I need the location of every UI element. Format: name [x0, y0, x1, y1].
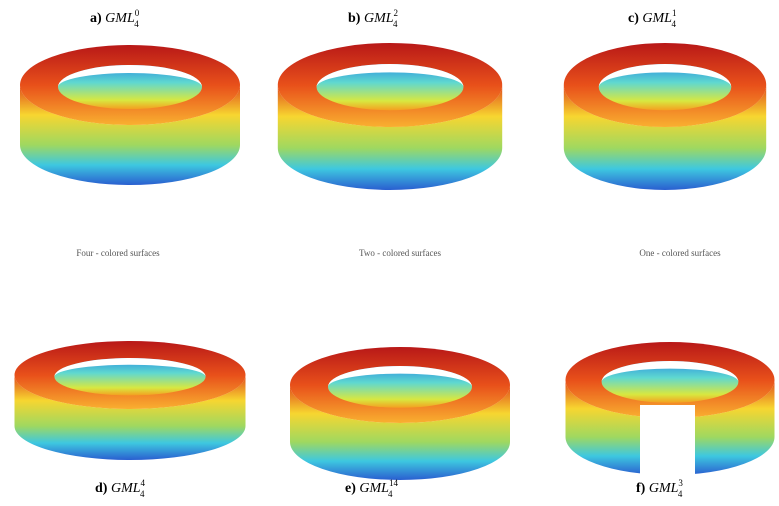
label-part: GML — [359, 481, 389, 496]
label-part: GML — [364, 11, 394, 26]
torus-e — [290, 347, 510, 480]
label-part: d) — [95, 481, 108, 496]
label-part: 4 — [388, 489, 393, 499]
label-part: 14 — [389, 478, 399, 488]
label-part: f) — [636, 481, 646, 496]
label-part: 3 — [678, 478, 683, 488]
figure: a) GML04 b) GML24 c) GML14 d) GML44 e) G… — [0, 0, 779, 506]
caption: Four - colored surfaces — [76, 248, 160, 258]
label-part: b) — [348, 11, 361, 26]
label-part: 4 — [393, 19, 398, 29]
caption: One - colored surfaces — [639, 248, 721, 258]
label-part: 4 — [671, 19, 676, 29]
label-part: e) — [345, 481, 356, 496]
label-part: 0 — [135, 8, 140, 18]
label-part: 4 — [678, 489, 683, 499]
label-part: GML — [642, 11, 672, 26]
label-part: a) — [90, 11, 102, 26]
torus-a — [20, 45, 240, 185]
label-part: 1 — [672, 8, 677, 18]
label-part: c) — [628, 11, 639, 26]
label-part: 4 — [141, 478, 146, 488]
caption: Two - colored surfaces — [359, 248, 442, 258]
torus-b — [278, 43, 502, 190]
label-part: GML — [111, 481, 141, 496]
label-part: 4 — [134, 19, 139, 29]
label-part: 2 — [394, 8, 399, 18]
torus-c — [564, 43, 766, 190]
label-part: 4 — [140, 489, 145, 499]
torus-d — [15, 341, 246, 460]
label-part: GML — [649, 481, 679, 496]
cut-gap — [640, 405, 695, 475]
label-part: GML — [105, 11, 135, 26]
